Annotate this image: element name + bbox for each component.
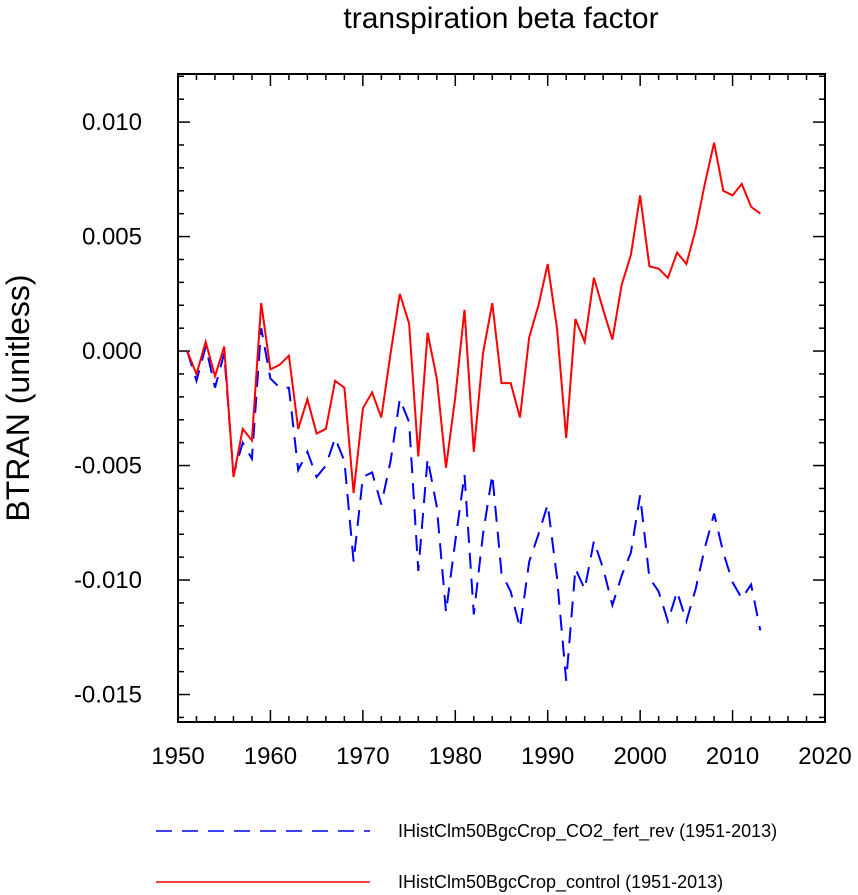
y-tick-label: -0.005 (74, 453, 142, 480)
y-tick-label: 0.010 (82, 109, 142, 136)
x-tick-label: 2010 (706, 743, 759, 770)
y-tick-labels: 0.010 0.005 0.000 -0.005 -0.010 -0.015 (74, 109, 142, 708)
y-tick-label: -0.015 (74, 682, 142, 709)
series-lines (186, 142, 762, 681)
y-tick-label: -0.010 (74, 567, 142, 594)
legend-label: IHistClm50BgcCrop_control (1951-2013) (398, 872, 723, 893)
y-axis-title: BTRAN (unitless) (0, 274, 36, 521)
chart-title: transpiration beta factor (343, 2, 658, 35)
x-tick-label: 2000 (613, 743, 666, 770)
series-line-control (186, 142, 761, 494)
x-tick-label: 1970 (336, 743, 389, 770)
x-tick-labels: 1950 1960 1970 1980 1990 2000 2010 2020 (151, 743, 851, 770)
y-tick-label: 0.000 (82, 338, 142, 365)
x-tick-label: 1990 (521, 743, 574, 770)
legend-label: IHistClm50BgcCrop_CO2_fert_rev (1951-201… (398, 821, 777, 842)
plot-frame (177, 73, 826, 723)
x-tick-label: 1950 (151, 743, 204, 770)
y-tick-label: 0.005 (82, 224, 142, 251)
series-line-co2-fert-rev (186, 328, 762, 681)
x-tick-label: 1960 (244, 743, 297, 770)
x-tick-label: 2020 (798, 743, 851, 770)
x-tick-label: 1980 (429, 743, 482, 770)
axis-ticks (177, 74, 826, 722)
legend: IHistClm50BgcCrop_CO2_fert_rev (1951-201… (156, 821, 777, 893)
